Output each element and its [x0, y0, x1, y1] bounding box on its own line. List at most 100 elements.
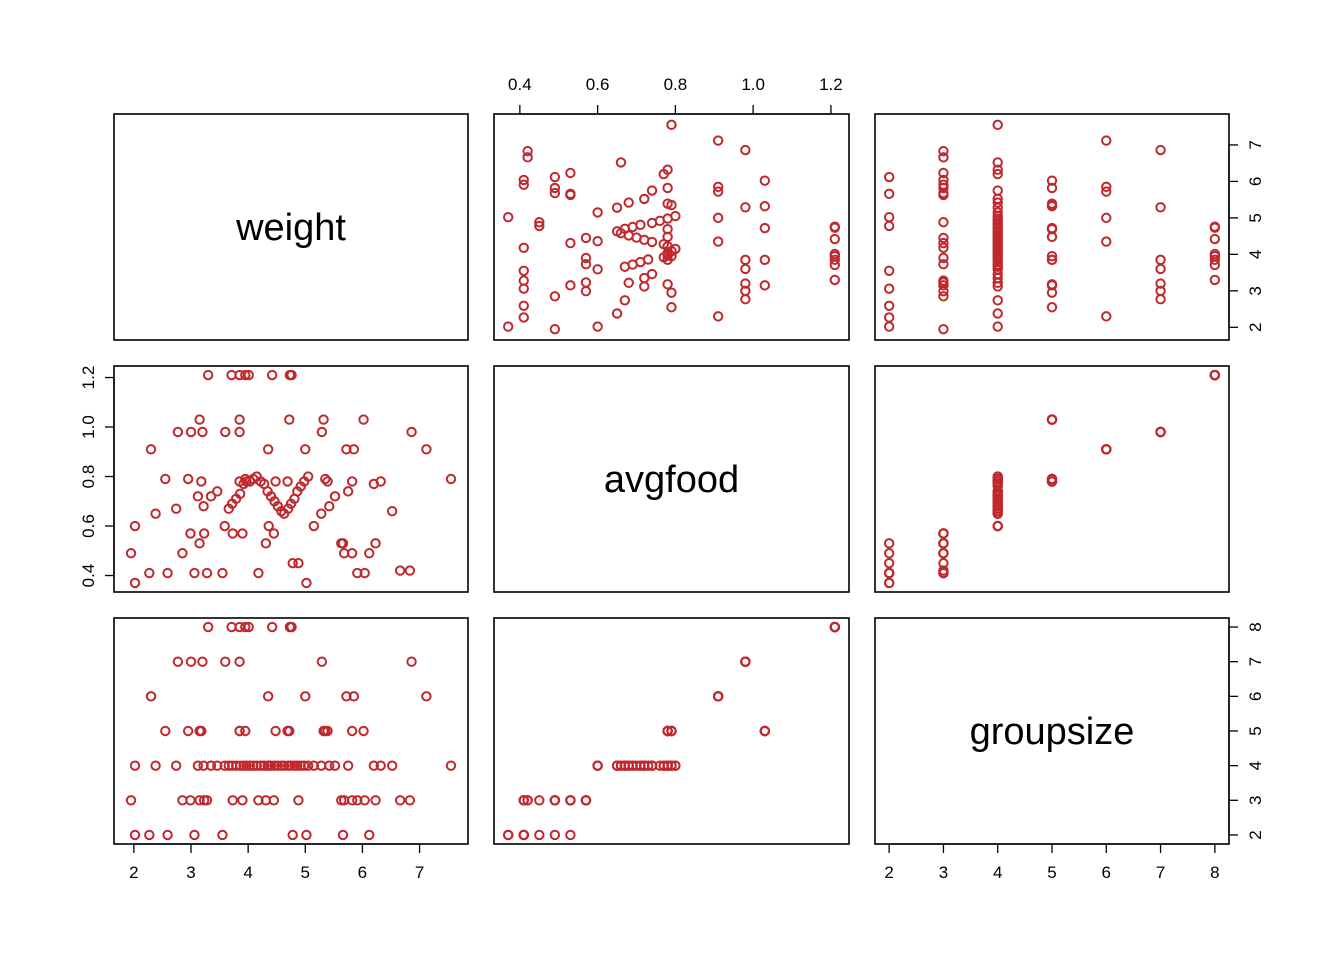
data-point	[759, 280, 771, 291]
tick-label: 4	[1246, 250, 1265, 259]
data-point	[162, 567, 173, 579]
panel-avgfood-vs-avgfood: avgfood	[493, 365, 850, 593]
data-point	[592, 207, 603, 218]
data-point	[611, 308, 623, 319]
data-point	[364, 829, 375, 841]
data-point	[220, 426, 231, 438]
data-point	[518, 179, 529, 190]
data-point	[234, 476, 245, 487]
data-point	[938, 567, 949, 579]
data-point	[266, 621, 278, 633]
data-point	[253, 567, 264, 579]
data-point	[212, 486, 223, 497]
data-point	[150, 760, 161, 771]
tick-label: 4	[243, 863, 252, 882]
data-point	[522, 795, 533, 806]
data-point	[1155, 263, 1166, 275]
tick-label: 1.0	[79, 415, 98, 439]
data-point	[938, 528, 949, 539]
tick-label: 0.4	[79, 564, 98, 588]
data-point	[263, 760, 274, 771]
data-point	[240, 621, 251, 633]
data-point	[580, 277, 592, 288]
data-point	[196, 476, 207, 487]
panel-frame	[493, 617, 850, 845]
tick-label: 6	[1102, 863, 1111, 882]
data-point	[883, 300, 895, 311]
data-point	[662, 760, 673, 771]
data-point	[938, 217, 949, 228]
data-point	[592, 264, 603, 275]
data-point	[549, 291, 561, 302]
data-point	[421, 444, 432, 455]
tick-label: 0.8	[664, 75, 688, 94]
top-axis-avgfood: 0.4 0.6 0.8 1.0 1.2	[508, 75, 843, 115]
data-point	[145, 691, 157, 702]
data-point	[938, 232, 949, 244]
data-point	[286, 369, 297, 381]
data-point	[522, 145, 533, 157]
tick-label: 3	[1246, 796, 1265, 805]
panel-groupsize-vs-avgfood	[493, 617, 850, 845]
tick-label: 2	[1246, 323, 1265, 332]
data-point	[639, 760, 650, 771]
data-point	[938, 167, 949, 179]
data-point	[829, 274, 840, 286]
tick-label: 5	[1047, 863, 1056, 882]
data-point	[293, 795, 304, 806]
data-point	[623, 277, 634, 289]
data-point	[129, 520, 141, 532]
tick-label: 6	[1246, 692, 1265, 701]
data-point	[262, 444, 274, 455]
data-point	[266, 369, 278, 381]
data-point	[316, 508, 327, 519]
data-point	[234, 426, 245, 438]
data-point	[370, 538, 381, 549]
data-point	[1209, 233, 1221, 245]
data-point	[144, 829, 155, 841]
data-point	[518, 174, 529, 186]
tick-label: 1.0	[741, 75, 765, 94]
data-point	[759, 175, 771, 186]
data-point	[740, 656, 751, 667]
data-point	[549, 187, 561, 199]
data-point	[518, 300, 529, 311]
data-point	[394, 795, 406, 806]
data-point	[301, 577, 312, 589]
data-point	[348, 444, 360, 455]
panel-weight-vs-weight: weight	[113, 113, 469, 341]
data-point	[666, 250, 677, 262]
data-point	[1101, 135, 1112, 146]
data-point	[992, 207, 1003, 218]
data-point	[1101, 212, 1112, 224]
data-point	[258, 760, 270, 771]
data-point	[938, 252, 949, 264]
data-point	[592, 236, 603, 247]
data-point	[1155, 426, 1166, 438]
data-point	[712, 181, 724, 193]
data-point	[268, 795, 280, 806]
data-point	[318, 725, 329, 737]
data-point	[639, 281, 650, 292]
data-point	[234, 725, 245, 737]
data-point	[938, 242, 949, 253]
data-point	[234, 414, 245, 425]
data-point	[260, 538, 272, 549]
panel-frame	[493, 365, 850, 593]
panel-frame	[874, 113, 1230, 341]
data-point	[202, 369, 214, 381]
data-point	[992, 164, 1003, 175]
data-point	[1155, 294, 1166, 305]
data-point	[992, 295, 1003, 306]
tick-label: 7	[1246, 657, 1265, 666]
data-point	[1209, 221, 1221, 232]
data-point	[198, 528, 210, 539]
data-point	[1101, 236, 1112, 247]
data-point	[268, 528, 280, 539]
data-point	[308, 520, 320, 532]
data-point	[316, 426, 328, 438]
data-point	[217, 829, 228, 841]
data-point	[324, 760, 335, 771]
data-point	[615, 157, 627, 168]
data-point	[740, 144, 751, 156]
